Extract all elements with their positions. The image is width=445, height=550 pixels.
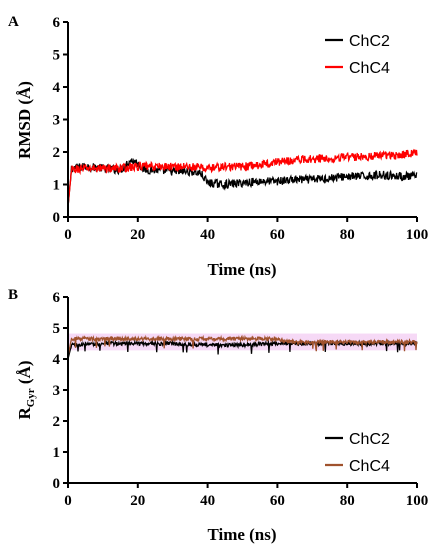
panel-a-x-tick-label: 80 — [340, 227, 355, 243]
panel-b-series-chc4-line — [67, 334, 418, 357]
panel-b-y-tick-label: 6 — [53, 290, 61, 306]
panel-b-x-tick-label: 40 — [200, 493, 215, 509]
panel-b-legend-label-chc2: ChC2 — [349, 431, 390, 448]
panel-b-y-axis-title-unit: (Å) — [15, 360, 34, 388]
panel-b-y-tick-label: 3 — [53, 383, 61, 399]
panel-a-y-tick-label: 3 — [53, 113, 61, 129]
panel-a-x-axis-title: Time (ns) — [207, 260, 276, 279]
panel-b-x-tick-label: 0 — [64, 493, 72, 509]
panel-b-y-tick-label: 2 — [53, 414, 61, 430]
panel-a-series-chc4-line — [67, 148, 418, 208]
panel-a-y-tick-label: 0 — [53, 210, 61, 226]
panel-b-y-tick-label: 5 — [53, 321, 61, 337]
panel-a-y-axis-title: RMSD (Å) — [15, 81, 34, 159]
panel-b-x-tick-label: 80 — [340, 493, 355, 509]
panel-a-y-tick-label: 6 — [53, 15, 61, 31]
panel-b-y-tick-label: 4 — [53, 352, 61, 368]
panel-a-y-tick-label: 1 — [53, 178, 61, 194]
panel-a-y-tick-label: 4 — [53, 80, 61, 96]
panel-b-legend-label-chc4: ChC4 — [349, 458, 390, 475]
panel-b-y-tick-label: 1 — [53, 445, 61, 461]
panel-a-x-tick-label: 60 — [270, 227, 285, 243]
panel-a-x-tick-label: 20 — [130, 227, 145, 243]
panel-a-x-tick-label: 0 — [64, 227, 72, 243]
panel-a-legend-label-chc2: ChC2 — [349, 33, 390, 50]
panel-b-x-tick-label: 20 — [130, 493, 145, 509]
panel-a-x-tick-label: 100 — [406, 227, 429, 243]
panel-a-y-tick-label: 5 — [53, 48, 61, 64]
panel-b-letter: B — [8, 287, 18, 303]
panel-b-x-tick-label: 100 — [406, 493, 429, 509]
panel-a-series-chc2-line — [67, 157, 418, 208]
panel-a-x-tick-label: 40 — [200, 227, 215, 243]
panel-a-letter: A — [8, 14, 19, 30]
panel-b-x-tick-label: 60 — [270, 493, 285, 509]
panel-b-y-axis-title-subscript: Gyr — [25, 388, 37, 407]
panel-b-y-axis-title: RGyr (Å) — [15, 360, 37, 419]
panel-a-y-tick-label: 2 — [53, 145, 61, 161]
panel-b-y-axis-title-main: R — [15, 407, 34, 420]
panel-a-legend-label-chc4: ChC4 — [349, 60, 390, 77]
panel-b-y-tick-label: 0 — [53, 476, 61, 492]
panel-b-highlight-band — [68, 333, 417, 351]
panel-b-x-axis-title: Time (ns) — [207, 525, 276, 544]
